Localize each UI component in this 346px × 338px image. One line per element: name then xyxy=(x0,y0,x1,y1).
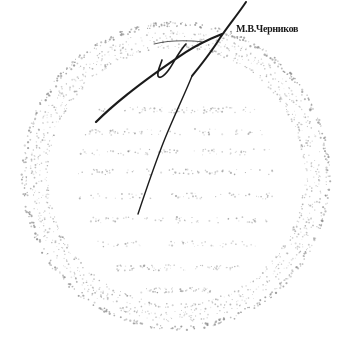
signer-name: М.В.Черников xyxy=(236,24,299,35)
